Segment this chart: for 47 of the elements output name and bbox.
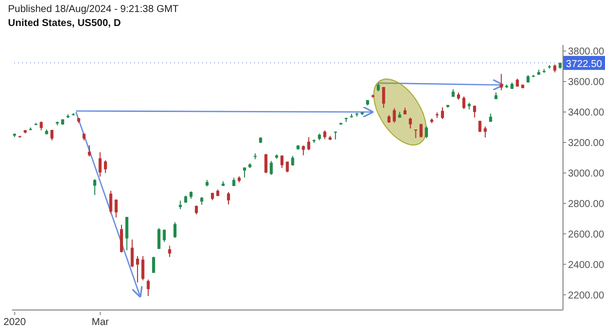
y-tick-label: 3800.00 [568,46,605,58]
x-tick-label: 2020 [4,317,26,327]
candlestick [440,106,444,120]
y-tick-label: 2200.00 [568,290,605,302]
candlestick [88,144,91,157]
candlestick [146,279,150,296]
candlestick [484,126,487,138]
y-tick-label: 3000.00 [568,168,605,180]
candlestick [120,224,123,253]
candlestick [500,73,503,91]
y-tick-label: 2600.00 [568,229,605,240]
candlestick [136,256,140,283]
candlestick [109,190,112,214]
candlestick [270,160,273,176]
candlestick [408,117,412,129]
candlestick [130,238,134,268]
y-tick-label: 2400.00 [568,260,605,271]
candlestick [125,216,128,251]
candlestick [173,222,176,238]
candlestick [307,136,310,151]
x-tick-label: Mar [92,317,110,327]
chart-subtitle: Published 18/Aug/2024 - 9:21:38 GMT [8,4,179,15]
candlestick [392,108,396,124]
candlestick [114,199,118,218]
candlestick [226,192,230,205]
candlestick [93,178,96,196]
ref-line-label: 3722.50 [566,58,603,70]
candlestick [141,256,144,281]
y-tick-label: 3400.00 [568,108,605,119]
y-tick-label: 3600.00 [568,77,605,88]
candlestick [286,161,289,173]
candlestick [280,154,284,168]
candlestick [152,256,156,274]
candlestick [98,152,102,178]
candlestick [462,96,466,110]
candlestick [382,86,386,108]
y-tick-label: 2800.00 [568,198,605,210]
candlestick [157,228,160,250]
candlestick [264,154,268,174]
chart-title: United States, US500, D [8,18,121,29]
candlestick [424,126,428,139]
y-tick-label: 3200.00 [568,138,605,150]
candlestick [162,229,166,242]
candlestick [420,123,423,138]
candlestick [302,145,305,156]
candlestick [104,160,107,174]
candlestick [168,245,172,258]
